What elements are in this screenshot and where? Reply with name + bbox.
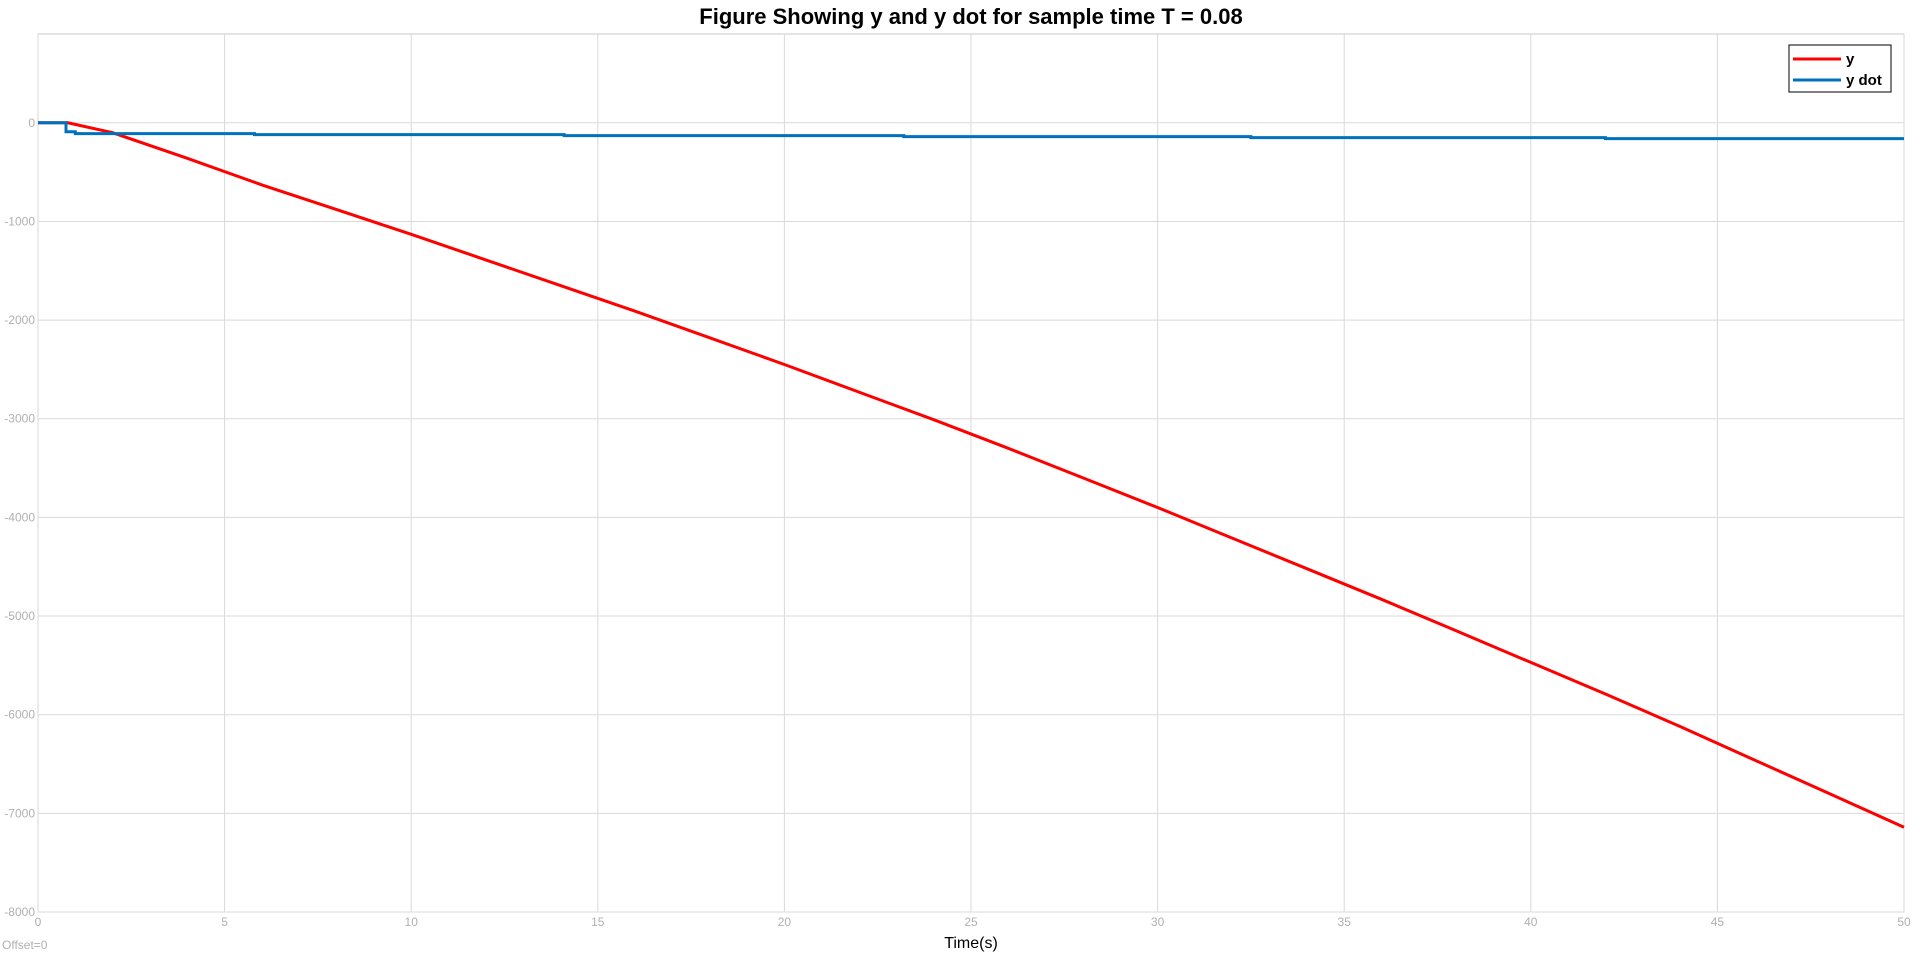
series-line-y — [38, 121, 1905, 829]
x-tick-label: 5 — [221, 915, 228, 929]
x-tick-label: 40 — [1524, 915, 1538, 929]
legend-label: y dot — [1846, 72, 1882, 89]
chart-title: Figure Showing y and y dot for sample ti… — [699, 4, 1242, 29]
series-line-y-dot — [38, 121, 1904, 141]
x-tick-label: 10 — [405, 915, 419, 929]
legend: y y dot — [1788, 44, 1892, 93]
y-tick-label: -3000 — [4, 412, 35, 426]
x-tick-label: 15 — [591, 915, 605, 929]
x-axis-label: Time(s) — [944, 935, 998, 952]
x-tick-label: 25 — [964, 915, 978, 929]
x-tick-label: 30 — [1151, 915, 1165, 929]
y-tick-label: -5000 — [4, 609, 35, 623]
x-tick-label: 20 — [778, 915, 792, 929]
offset-label: Offset=0 — [2, 938, 48, 952]
y-gridlines — [38, 122, 1904, 913]
y-tick-label: -6000 — [4, 708, 35, 722]
y-tick-label: 0 — [28, 116, 35, 130]
y-tick-labels: 0 -1000 -2000 -3000 -4000 -5000 -6000 -7000 -800… — [4, 116, 35, 919]
x-tick-label: 45 — [1711, 915, 1725, 929]
x-tick-labels: 0 5 10 15 20 25 30 35 40 45 50 — [35, 915, 1911, 929]
x-tick-label: 35 — [1338, 915, 1352, 929]
legend-box — [1788, 44, 1892, 93]
y-tick-label: -7000 — [4, 806, 35, 820]
x-tick-label: 0 — [35, 915, 42, 929]
y-tick-label: -1000 — [4, 214, 35, 228]
y-tick-label: -4000 — [4, 510, 35, 524]
x-tick-label: 50 — [1897, 915, 1911, 929]
legend-label: y — [1846, 51, 1855, 68]
y-tick-label: -2000 — [4, 313, 35, 327]
x-gridlines — [37, 34, 1905, 912]
series-lines — [38, 121, 1905, 829]
y-tick-label: -8000 — [4, 905, 35, 919]
